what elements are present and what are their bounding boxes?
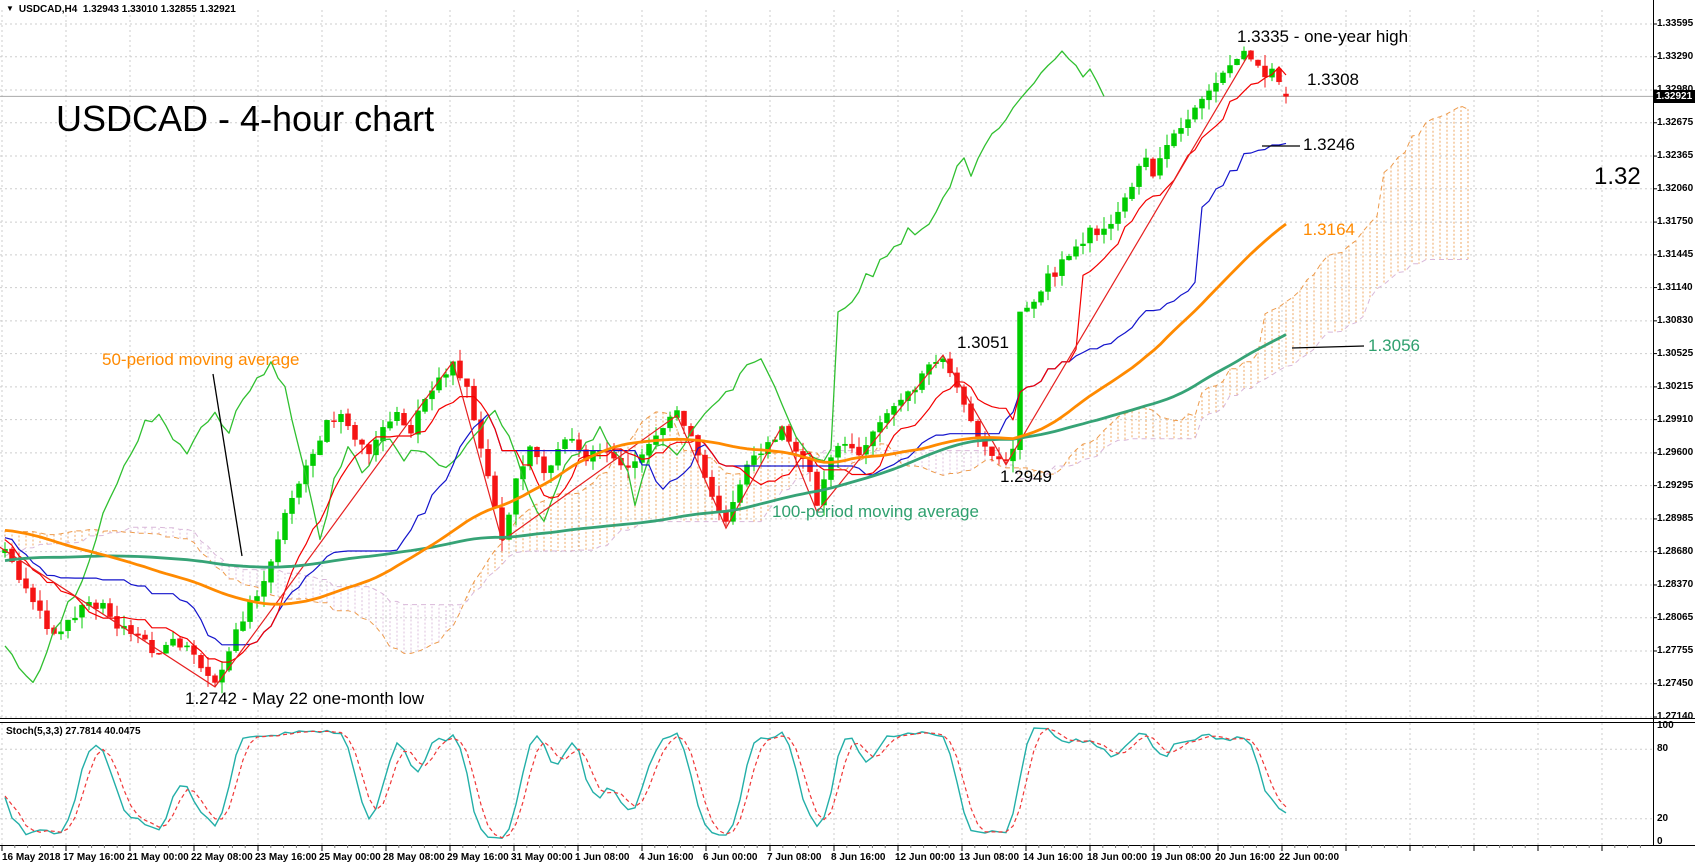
candles	[2, 46, 1289, 694]
price-tick-label: 1.28985	[1657, 512, 1694, 524]
time-tick-label: 8 Jun 16:00	[831, 852, 886, 863]
annotation-swing-high: 1.3051	[957, 333, 1009, 352]
price-tick-label: 1.32675	[1657, 116, 1694, 128]
annotation-swing-low: 1.2949	[1000, 467, 1052, 486]
stoch-d-line	[4, 727, 1287, 839]
panel-resize-handle[interactable]	[0, 718, 1695, 723]
time-tick-label: 31 May 00:00	[511, 852, 573, 863]
ma50-line	[4, 222, 1287, 606]
annotation-ma50-value: 1.3164	[1303, 220, 1355, 239]
price-tick-label: 1.27755	[1657, 644, 1694, 656]
price-tick-label: 1.28065	[1657, 611, 1694, 623]
chikou-line	[4, 50, 1105, 684]
ohlc-low: 1.32855	[160, 4, 197, 15]
price-tick-label: 1.31445	[1657, 248, 1694, 260]
ohlc-close: 1.32921	[199, 4, 236, 15]
price-tick-label: 1.31750	[1657, 216, 1694, 228]
time-tick-label: 25 May 00:00	[319, 852, 381, 863]
time-tick-label: 16 May 2018	[2, 852, 61, 863]
ma100-line	[4, 333, 1287, 569]
annotation-ma100-label: 100-period moving average	[772, 502, 979, 521]
price-tick-label: 1.31140	[1657, 281, 1693, 293]
annotation-one-year-high: 1.3335 - one-year high	[1237, 27, 1409, 46]
price-tick-label: 1.32365	[1657, 150, 1694, 162]
time-tick-label: 21 May 00:00	[127, 852, 189, 863]
price-tick-label: 1.33595	[1657, 18, 1694, 29]
price-tick-label: 1.30525	[1657, 347, 1694, 359]
price-tick-label: 1.27450	[1657, 677, 1694, 689]
time-tick-label: 17 May 16:00	[63, 852, 125, 863]
annotation-one-month-low: 1.2742 - May 22 one-month low	[185, 689, 425, 708]
time-tick-label: 4 Jun 16:00	[639, 852, 694, 863]
annotation-tenkan-value: 1.3308	[1307, 70, 1359, 89]
price-tick-label: 1.32980	[1657, 84, 1694, 96]
symbol-label: USDCAD,H4	[18, 4, 78, 15]
tenkan-line	[4, 66, 1287, 663]
price-tick-label: 1.27140	[1657, 711, 1694, 722]
current-price-tag: 1.32921	[1654, 90, 1695, 103]
annotation-ma50-label: 50-period moving average	[102, 350, 300, 369]
stoch-tick-label: 0	[1657, 836, 1663, 847]
price-tick-label: 1.29295	[1657, 479, 1694, 491]
time-tick-label: 14 Jun 16:00	[1023, 852, 1084, 863]
ohlc-high: 1.33010	[121, 4, 158, 15]
annotation-price-watermark: 1.32	[1594, 163, 1641, 190]
time-tick-label: 6 Jun 00:00	[703, 852, 758, 863]
time-tick-label: 20 Jun 16:00	[1215, 852, 1276, 863]
annotation-kijun-value: 1.3246	[1303, 135, 1355, 154]
stoch-indicator-label: Stoch(5,3,3) 27.7814 40.0475	[6, 726, 141, 737]
price-tick-label: 1.32060	[1657, 182, 1694, 194]
stoch-k-line	[4, 727, 1287, 840]
stoch-tick-label: 80	[1657, 743, 1669, 755]
ichimoku-cloud	[4, 105, 1469, 654]
time-tick-label: 23 May 16:00	[255, 852, 317, 863]
time-tick-label: 28 May 08:00	[383, 852, 445, 863]
symbol-menu-arrow-icon[interactable]: ▼	[6, 4, 14, 13]
kijun-line	[4, 142, 1287, 646]
time-tick-label: 22 May 08:00	[191, 852, 253, 863]
time-tick-label: 29 May 16:00	[447, 852, 509, 863]
price-tick-label: 1.33290	[1657, 50, 1694, 62]
time-tick-label: 12 Jun 00:00	[895, 852, 956, 863]
ohlc-open: 1.32943	[82, 4, 119, 15]
time-tick-label: 22 Jun 00:00	[1279, 852, 1340, 863]
time-tick-label: 13 Jun 08:00	[959, 852, 1020, 863]
time-tick-label: 19 Jun 08:00	[1151, 852, 1212, 863]
pointer-lines	[212, 145, 1365, 557]
time-tick-label: 1 Jun 08:00	[575, 852, 630, 863]
annotation-ma100-value: 1.3056	[1368, 336, 1420, 355]
price-tick-label: 1.30215	[1657, 380, 1694, 392]
time-tick-label: 7 Jun 08:00	[767, 852, 822, 863]
stochastic-lines	[4, 727, 1287, 840]
chart-title: USDCAD - 4-hour chart	[56, 98, 435, 139]
stoch-tick-label: 20	[1657, 812, 1669, 824]
price-tick-label: 1.29600	[1657, 446, 1694, 458]
price-tick-label: 1.30830	[1657, 314, 1694, 326]
grid	[0, 10, 1653, 845]
chart-header: ▼ USDCAD,H4 1.32943 1.33010 1.32855 1.329…	[6, 4, 236, 15]
zigzag-line	[0, 49, 1252, 688]
price-tick-label: 1.29910	[1657, 413, 1694, 425]
price-tick-label: 1.28370	[1657, 578, 1694, 590]
price-tick-label: 1.28680	[1657, 545, 1694, 557]
stoch-tick-label: 100	[1657, 720, 1674, 731]
time-tick-label: 18 Jun 00:00	[1087, 852, 1148, 863]
